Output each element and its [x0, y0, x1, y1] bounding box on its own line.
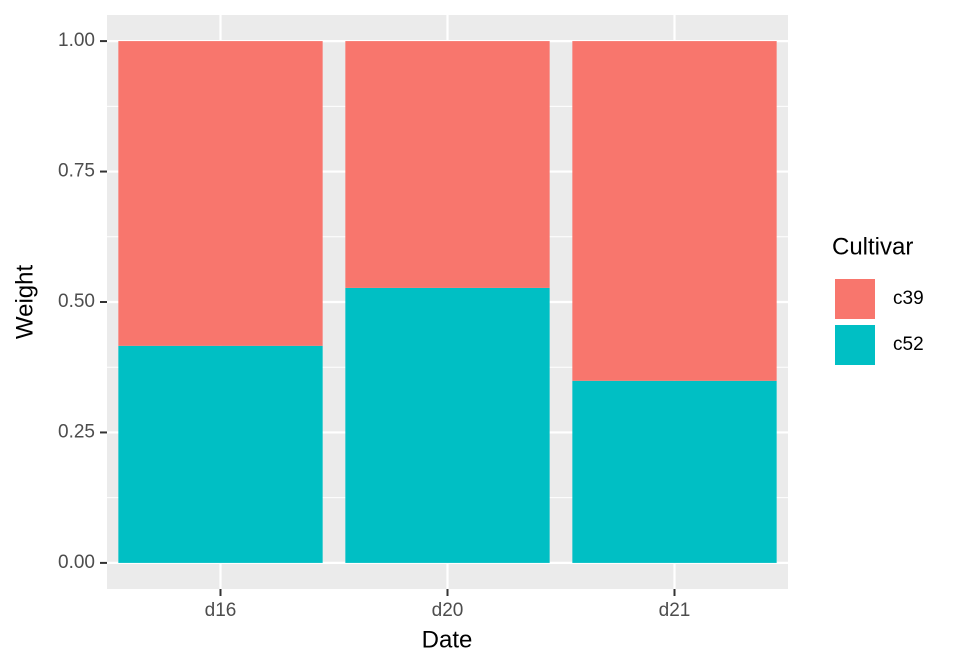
bar-segment — [118, 41, 323, 346]
x-tick-label: d21 — [659, 600, 691, 621]
bar-segment — [345, 287, 550, 563]
y-tick-label: 0.00 — [58, 552, 95, 573]
y-tick-label: 0.25 — [58, 421, 95, 442]
legend-key — [833, 277, 877, 321]
legend-key — [833, 323, 877, 367]
bar-segment — [572, 380, 777, 563]
bar-segment — [345, 41, 550, 288]
y-tick-label: 0.50 — [58, 291, 95, 312]
y-axis-title: Weight — [11, 265, 38, 340]
x-axis-title: Date — [422, 626, 473, 653]
x-tick-label: d16 — [205, 600, 237, 621]
bar-segment — [572, 41, 777, 381]
y-tick-label: 1.00 — [58, 30, 95, 51]
x-tick-label: d20 — [432, 600, 464, 621]
legend-label: c39 — [893, 288, 924, 309]
legend-label: c52 — [893, 334, 924, 355]
legend-title: Cultivar — [832, 233, 913, 260]
bar-segment — [118, 345, 323, 563]
y-tick-label: 0.75 — [58, 161, 95, 182]
